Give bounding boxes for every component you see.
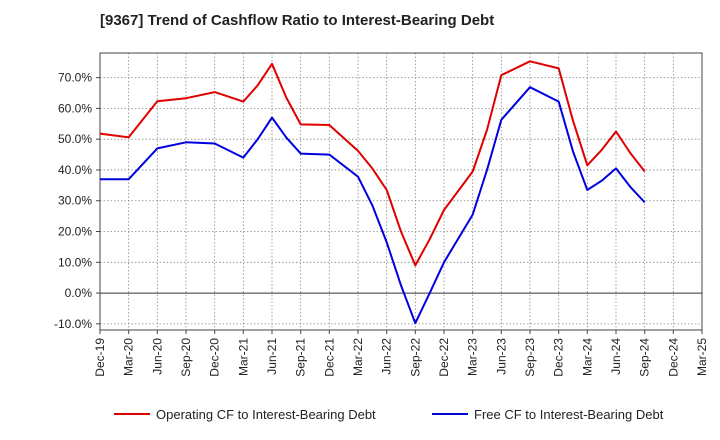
y-tick-label: 50.0%	[58, 132, 92, 146]
x-tick-label: Mar-21	[236, 338, 250, 376]
series-line-2	[100, 86, 646, 325]
x-tick-label: Dec-22	[437, 338, 451, 377]
x-tick-label: Dec-19	[93, 338, 107, 377]
x-tick-label: Jun-21	[265, 338, 279, 375]
x-tick-label: Sep-24	[638, 338, 652, 377]
chart-title: [9367] Trend of Cashflow Ratio to Intere…	[100, 12, 495, 29]
x-tick-label: Mar-20	[122, 338, 136, 376]
legend: Operating CF to Interest-Bearing Debt Fre…	[114, 407, 664, 422]
x-tick-label: Sep-22	[408, 338, 422, 377]
x-tick-label: Jun-22	[380, 338, 394, 375]
x-tick-label: Dec-21	[322, 338, 336, 377]
y-tick-label: 60.0%	[58, 101, 92, 115]
plot-frame	[99, 52, 703, 331]
y-tick-label: -10.0%	[54, 317, 92, 331]
x-axis: Dec-19 Mar-20 Jun-20 Sep-20 Dec-20 Mar-21 Jun-…	[93, 330, 709, 377]
x-tick-label: Dec-20	[208, 338, 222, 377]
x-tick-label: Dec-23	[552, 338, 566, 377]
x-tick-label: Sep-23	[523, 338, 537, 377]
x-tick-label: Jun-20	[150, 338, 164, 375]
y-axis: -10.0% 0.0% 10.0% 20.0% 30.0% 40.0% 50.0% 60.0%…	[54, 71, 100, 331]
y-tick-label: 40.0%	[58, 163, 92, 177]
grid-layer	[99, 53, 703, 330]
series-line-1	[99, 60, 646, 267]
y-tick-label: 10.0%	[58, 255, 92, 269]
legend-label-2: Free CF to Interest-Bearing Debt	[474, 407, 664, 422]
x-tick-label: Jun-23	[494, 338, 508, 375]
y-tick-label: 70.0%	[58, 71, 92, 85]
x-tick-label: Mar-22	[351, 338, 365, 376]
x-tick-label: Dec-24	[666, 338, 680, 377]
y-tick-label: 30.0%	[58, 194, 92, 208]
y-tick-label: 0.0%	[65, 286, 93, 300]
x-tick-label: Mar-25	[695, 338, 709, 376]
x-tick-label: Sep-21	[294, 338, 308, 377]
x-tick-label: Mar-23	[466, 338, 480, 376]
x-tick-label: Sep-20	[179, 338, 193, 377]
x-tick-label: Jun-24	[609, 338, 623, 375]
legend-label-1: Operating CF to Interest-Bearing Debt	[156, 407, 376, 422]
series-layer	[99, 60, 646, 325]
x-tick-label: Mar-24	[580, 338, 594, 376]
y-tick-label: 20.0%	[58, 225, 92, 239]
